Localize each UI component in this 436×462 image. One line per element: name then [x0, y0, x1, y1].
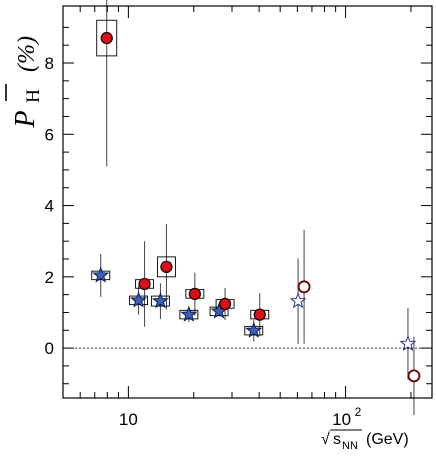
systematic-box	[156, 256, 176, 278]
y-axis-label-unit: (%)	[14, 36, 40, 72]
axes-layer: 0 2 4 6 8 10 10 2	[45, 5, 433, 429]
x-axis-label-s: s	[333, 431, 341, 448]
data-markers-layer	[92, 31, 421, 383]
data-point-star-open	[399, 334, 417, 352]
data-point-star	[245, 321, 263, 338]
data-point-circle-open	[407, 369, 421, 383]
x-tick-label-exponent: 2	[355, 405, 362, 419]
data-point-circle-open	[297, 280, 311, 294]
data-point-circle	[138, 277, 151, 291]
error-bars-layer	[100, 0, 415, 416]
x-axis-label-unit: (GeV)	[366, 431, 409, 448]
data-point-circle	[218, 297, 232, 311]
y-tick-label: 4	[45, 197, 54, 216]
data-point-star	[130, 291, 148, 308]
data-point-circle	[100, 31, 113, 45]
data-point-circle	[253, 308, 266, 321]
x-axis-label: √ s NN (GeV)	[321, 429, 409, 452]
systematic-box	[96, 19, 118, 57]
y-axis-label: P H (%)	[5, 36, 44, 129]
plot-frame	[62, 5, 433, 399]
x-axis-label-root: √	[321, 431, 330, 448]
data-point-star-open	[289, 292, 307, 309]
y-axis-label-symbol: P	[10, 110, 41, 128]
y-tick-label: 8	[45, 54, 54, 73]
x-tick-label: 10	[119, 410, 138, 429]
systematic-boxes-layer	[91, 19, 270, 336]
y-tick-label: 2	[45, 268, 54, 287]
data-point-star	[92, 266, 110, 283]
x-axis-label-subscript: NN	[342, 440, 358, 452]
data-point-star	[151, 292, 169, 309]
y-tick-label: 6	[45, 125, 54, 144]
y-tick-label: 0	[45, 339, 54, 358]
x-tick-label: 10	[332, 410, 351, 429]
data-point-star	[180, 305, 198, 322]
y-axis-label-subscript: H	[23, 89, 44, 103]
data-point-circle	[160, 260, 173, 274]
data-point-circle	[188, 287, 202, 301]
